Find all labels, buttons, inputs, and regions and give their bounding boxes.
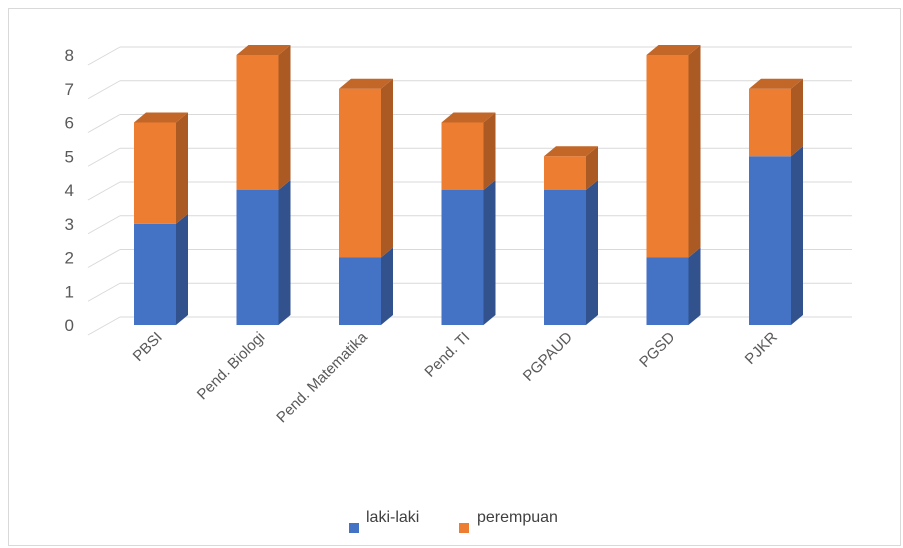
bars (134, 45, 803, 325)
bar-laki-laki-0 (134, 213, 188, 325)
y-tick-label-6: 6 (65, 114, 74, 133)
bar-perempuan-3 (441, 112, 496, 190)
y-tick-label-1: 1 (65, 282, 74, 301)
y-tick-label-2: 2 (65, 249, 74, 268)
bar-laki-laki-1 (236, 180, 291, 325)
bar-group-4 (544, 146, 598, 325)
x-tick-label-3: Pend. TI (421, 329, 473, 381)
bar-laki-laki-5 (646, 247, 701, 325)
x-tick-label-5: PGSD (636, 329, 678, 371)
x-tick-label-0: PBSI (130, 329, 166, 365)
gridline-7 (87, 80, 852, 100)
y-axis-ticks: 0 1 2 3 4 5 6 7 8 (65, 46, 74, 335)
legend-item-laki-laki: laki-laki (349, 509, 419, 533)
x-axis-labels: PBSI Pend. Biologi Pend. Matematika Pend. T… (130, 328, 781, 426)
x-tick-label-6: PJKR (742, 329, 781, 368)
y-tick-label-3: 3 (65, 215, 74, 234)
legend-label: perempuan (477, 509, 558, 526)
legend-swatch (349, 523, 359, 533)
bar-group-6 (749, 78, 803, 325)
bar-laki-laki-6 (749, 146, 803, 325)
bar-perempuan-6 (749, 78, 803, 157)
bar-perempuan-4 (544, 146, 598, 190)
y-tick-label-4: 4 (65, 181, 74, 200)
y-tick-label-7: 7 (65, 80, 74, 99)
legend-item-perempuan: perempuan (459, 509, 558, 533)
bar-perempuan-0 (134, 112, 188, 224)
bar-group-0 (134, 112, 188, 325)
y-tick-label-8: 8 (65, 46, 74, 65)
x-tick-label-4: PGPAUD (520, 329, 576, 385)
legend-label: laki-laki (366, 509, 419, 526)
legend-swatch (459, 523, 469, 533)
bar-group-5 (646, 45, 701, 325)
bar-group-3 (441, 112, 496, 325)
bar-laki-laki-4 (544, 180, 598, 325)
bar-laki-laki-3 (441, 180, 496, 325)
bar-group-1 (236, 45, 291, 325)
x-tick-label-2: Pend. Matematika (273, 328, 371, 426)
bar-perempuan-1 (236, 45, 291, 190)
bar-group-2 (339, 78, 393, 325)
legend: laki-laki perempuan (349, 509, 558, 533)
bar-laki-laki-2 (339, 247, 393, 325)
y-tick-label-5: 5 (65, 147, 74, 166)
bar-perempuan-5 (646, 45, 701, 258)
gridline-8 (87, 46, 852, 66)
y-tick-label-0: 0 (65, 316, 74, 335)
bar-perempuan-2 (339, 78, 393, 258)
x-tick-label-1: Pend. Biologi (194, 329, 269, 404)
